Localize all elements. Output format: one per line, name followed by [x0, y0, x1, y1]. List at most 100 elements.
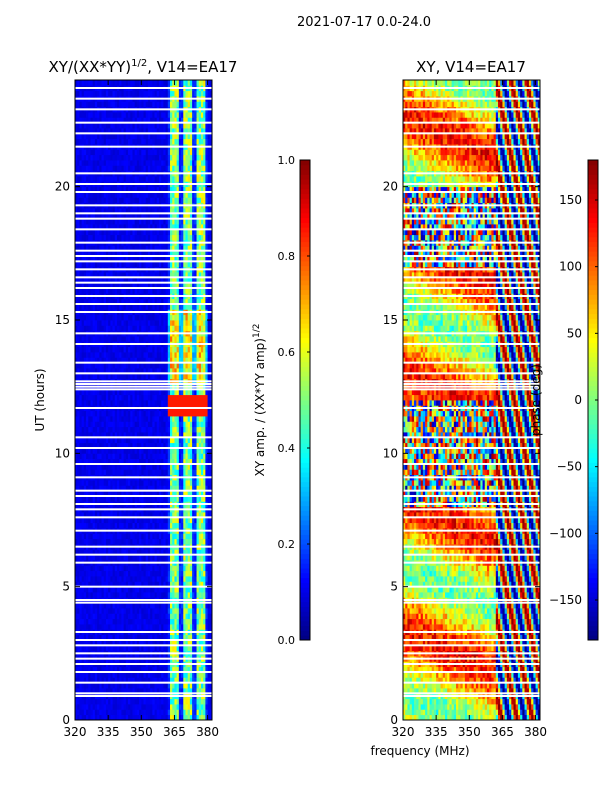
heatmap-cell [183, 469, 186, 476]
heatmap-cell [203, 645, 206, 652]
heatmap-cell [136, 618, 140, 625]
heatmap-cell [103, 634, 107, 641]
heatmap-cell [114, 464, 118, 470]
heatmap-cell [196, 613, 200, 620]
heatmap-cell [119, 576, 122, 582]
heatmap-cell [123, 533, 127, 540]
heatmap-cell [101, 538, 105, 545]
heatmap-cell [200, 672, 204, 678]
heatmap-cell [150, 496, 153, 502]
heatmap-cell [163, 634, 166, 641]
heatmap-cell [79, 634, 83, 641]
heatmap-cell [181, 517, 184, 524]
heatmap-cell [198, 608, 202, 614]
heatmap-cell [172, 586, 175, 593]
heatmap-cell [198, 581, 202, 588]
heatmap-cell [143, 714, 147, 721]
heatmap-cell [176, 682, 180, 689]
heatmap-cell [163, 709, 166, 716]
heatmap-cell [123, 570, 127, 577]
heatmap-cell [105, 512, 109, 518]
heatmap-cell [132, 581, 136, 588]
heatmap-cell [101, 645, 105, 652]
heatmap-cell [130, 581, 133, 588]
heatmap-cell [92, 448, 96, 454]
heatmap-cell [97, 640, 100, 646]
heatmap-cell [141, 576, 144, 582]
heatmap-cell [92, 480, 96, 486]
heatmap-cell [94, 533, 98, 540]
heatmap-cell [130, 485, 133, 492]
heatmap-cell [158, 608, 162, 614]
heatmap-cell [198, 682, 202, 689]
heatmap-cell [176, 618, 180, 625]
heatmap-cell [103, 490, 107, 497]
heatmap-cell [203, 709, 206, 716]
heatmap-cell [145, 469, 149, 476]
heatmap-cell [194, 458, 197, 465]
heatmap-cell [145, 522, 149, 529]
heatmap-cell [90, 533, 94, 540]
heatmap-cell [181, 698, 184, 705]
heatmap-cell [121, 522, 125, 529]
heatmap-cell [75, 640, 78, 646]
heatmap-cell [116, 602, 120, 609]
heatmap-cell [134, 586, 138, 593]
heatmap-cell [125, 688, 129, 694]
heatmap-cell [203, 581, 206, 588]
heatmap-cell [94, 549, 98, 556]
heatmap-cell [189, 480, 193, 486]
heatmap-cell [167, 592, 171, 598]
heatmap-cell [192, 512, 195, 518]
heatmap-cell [86, 485, 89, 492]
heatmap-cell [156, 666, 160, 673]
heatmap-cell [181, 634, 184, 641]
heatmap-cell [90, 496, 94, 502]
heatmap-cell [77, 458, 80, 465]
heatmap-cell [174, 624, 178, 630]
heatmap-cell [185, 549, 189, 556]
heatmap-cell [145, 624, 149, 630]
heatmap-cell [194, 549, 197, 556]
heatmap-cell [194, 714, 197, 721]
heatmap-cell [203, 602, 206, 609]
heatmap-cell [203, 586, 206, 593]
heatmap-cell [83, 682, 87, 689]
heatmap-cell [200, 666, 204, 673]
heatmap-cell [181, 586, 184, 593]
heatmap-cell [114, 485, 118, 492]
heatmap-cell [189, 709, 193, 716]
heatmap-cell [200, 634, 204, 641]
heatmap-cell [90, 565, 94, 572]
heatmap-cell [143, 688, 147, 694]
heatmap-cell [119, 458, 122, 465]
heatmap-cell [134, 624, 138, 630]
heatmap-cell [97, 677, 100, 684]
heatmap-cell [116, 565, 120, 572]
heatmap-cell [183, 480, 186, 486]
heatmap-cell [123, 645, 127, 652]
heatmap-cell [86, 608, 89, 614]
heatmap-cell [209, 618, 213, 625]
heatmap-cell [79, 517, 83, 524]
heatmap-cell [145, 640, 149, 646]
heatmap-cell [192, 464, 195, 470]
heatmap-cell [83, 533, 87, 540]
heatmap-cell [114, 490, 118, 497]
heatmap-cell [112, 549, 116, 556]
heatmap-cell [94, 469, 98, 476]
heatmap-cell [105, 634, 109, 641]
heatmap-cell [203, 480, 206, 486]
heatmap-cell [141, 698, 144, 705]
heatmap-cell [139, 554, 142, 561]
heatmap-cell [196, 496, 200, 502]
heatmap-cell [198, 634, 202, 641]
heatmap-cell [125, 538, 129, 545]
heatmap-cell [79, 714, 83, 721]
heatmap-cell [145, 576, 149, 582]
heatmap-cell [143, 458, 147, 465]
heatmap-cell [83, 464, 87, 470]
heatmap-cell [167, 672, 171, 678]
heatmap-cell [156, 469, 160, 476]
heatmap-cell [161, 549, 164, 556]
